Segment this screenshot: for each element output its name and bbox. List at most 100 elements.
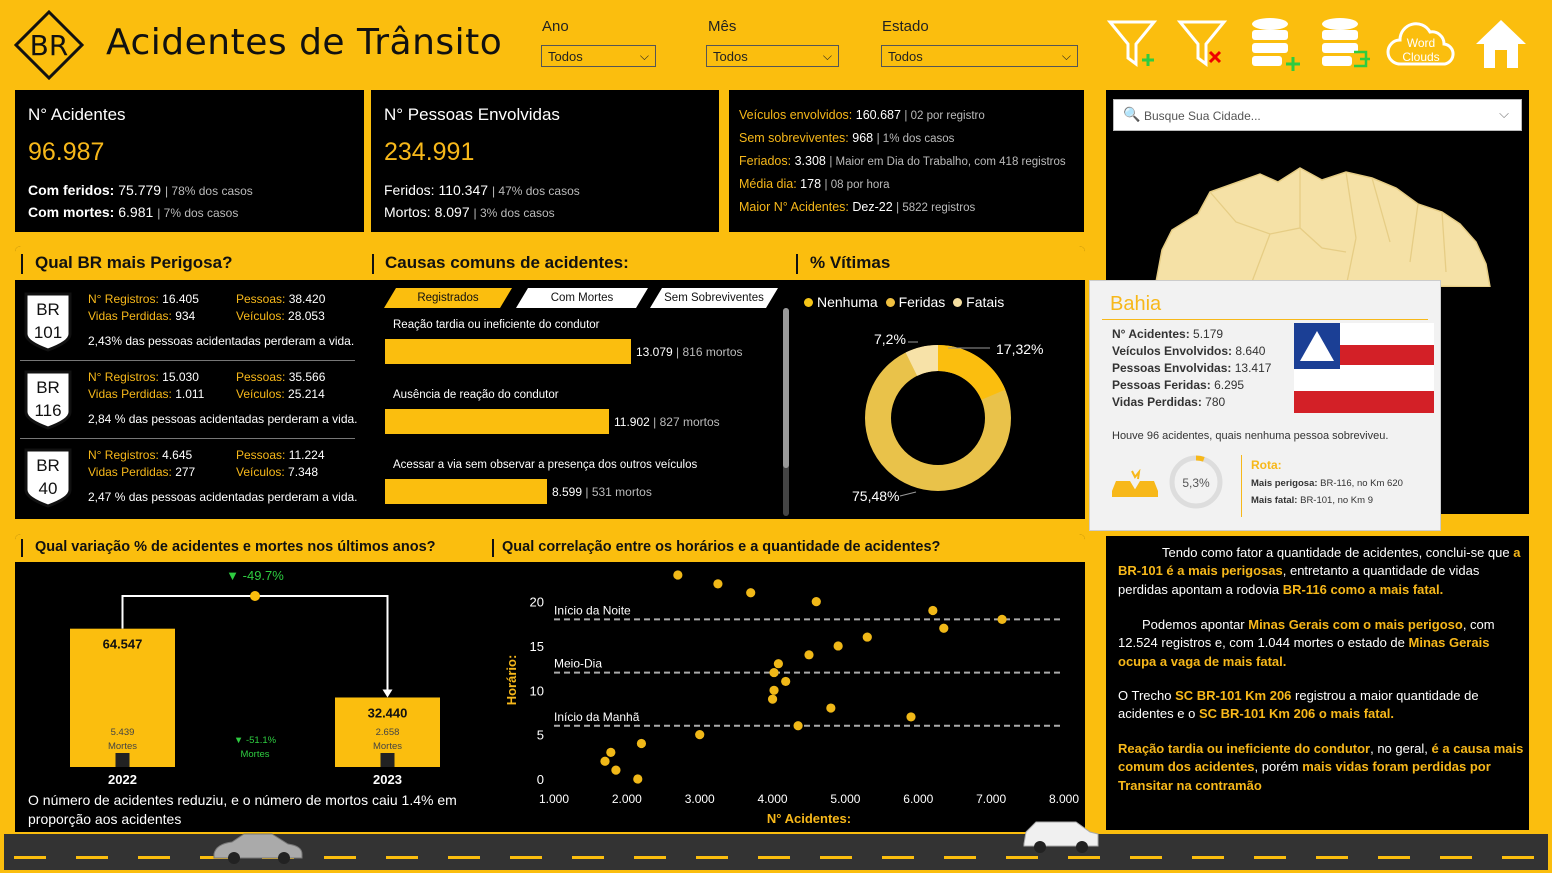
filter-ano-value: Todos <box>548 49 583 64</box>
kpi-pessoas-feridos-value: 110.347 <box>438 182 489 198</box>
legend-nenhuma: Nenhuma <box>817 294 878 310</box>
filter-mes-value: Todos <box>713 49 748 64</box>
br-registros: N° Registros: 15.030 <box>88 370 199 384</box>
br-pessoas: Pessoas: 38.420 <box>236 292 326 306</box>
scatter-point <box>793 721 803 731</box>
kpi-pessoas-card: N° Pessoas Envolvidas 234.991 Feridos: 1… <box>371 90 719 232</box>
causa-value: 11.902 | 827 mortos <box>614 415 720 429</box>
stat-line: Média dia: 178 | 08 por hora <box>739 177 890 191</box>
brazil-map[interactable] <box>1150 152 1530 287</box>
home-icon[interactable] <box>1474 16 1528 72</box>
variacao-mortes-2022: 5.439 <box>111 727 135 738</box>
tooltip-row: N° Acidentes: 5.179 <box>1112 327 1224 341</box>
svg-text:101: 101 <box>34 323 62 342</box>
city-search-box[interactable]: 🔍 Busque Sua Cidade... ⌵ <box>1113 99 1522 131</box>
tab-sem-sobreviventes[interactable]: Sem Sobreviventes <box>650 288 778 308</box>
br-pessoas: Pessoas: 11.224 <box>236 448 325 462</box>
causa-bar[interactable] <box>385 479 547 504</box>
rota-title: Rota: <box>1251 458 1282 472</box>
rota-perigosa-label: Mais perigosa: <box>1251 478 1318 489</box>
scatter-point <box>695 730 705 740</box>
variacao-delta-mortes: ▼ -51.1% <box>234 735 277 746</box>
variacao-value-2023: 32.440 <box>368 705 408 720</box>
variacao-delta-marker <box>250 591 260 601</box>
kpi-pessoas-mortos-pct: | 3% dos casos <box>473 206 555 220</box>
kpi-pessoas-mortos-label: Mortos: <box>384 204 431 220</box>
database-add-icon[interactable] <box>1248 16 1302 72</box>
kpi-pessoas-title: N° Pessoas Envolvidas <box>384 105 560 124</box>
word-clouds-icon[interactable]: Word Clouds <box>1386 16 1456 72</box>
causa-value: 13.079 | 816 mortos <box>636 345 743 359</box>
tab-com-mortes[interactable]: Com Mortes <box>516 288 648 308</box>
br-vidas: Vidas Perdidas: 277 <box>88 465 196 479</box>
kpi-acidentes-card: N° Acidentes 96.987 Com feridos: 75.779 … <box>15 90 364 232</box>
svg-text:BR: BR <box>36 456 60 475</box>
stat-line: Veículos envolvidos: 160.687 | 02 por re… <box>739 108 985 122</box>
chevron-down-icon: ⌵ <box>1061 49 1071 63</box>
variacao-mortes-bar-2023 <box>380 753 395 767</box>
filter-label-ano: Ano <box>542 18 569 35</box>
tab-registrados[interactable]: Registrados <box>384 288 512 308</box>
variacao-caption: O número de acidentes reduziu, e o númer… <box>28 792 457 827</box>
variacao-mortes-label-2022: Mortes <box>108 741 137 752</box>
scatter-xtick: 7.000 <box>976 792 1006 806</box>
scatter-point <box>781 676 791 687</box>
kpi-feridos-label: Com feridos: <box>28 182 115 198</box>
variacao-year-2022: 2022 <box>108 772 137 787</box>
br-shield-icon: BR 40 <box>24 448 72 508</box>
scatter-point <box>928 605 938 616</box>
scatter-xtick: 3.000 <box>685 792 715 806</box>
scatter-point <box>997 614 1007 624</box>
scatter-xtick: 6.000 <box>903 792 933 806</box>
filter-ano-select[interactable]: Todos ⌵ <box>541 45 656 67</box>
filter-estado-value: Todos <box>888 49 923 64</box>
bottom-section-header <box>15 534 1085 562</box>
filter-clear-icon[interactable] <box>1176 16 1230 72</box>
word-clouds-text-1: Word <box>1407 36 1435 50</box>
scatter-xlabel: N° Acidentes: <box>767 811 851 826</box>
conclusao-p1: Tendo como fator a quantidade de acident… <box>1118 545 1521 597</box>
kpi-pessoas-mortos-value: 8.097 <box>434 204 470 220</box>
conclusao-p3: O Trecho SC BR-101 Km 206 registrou a ma… <box>1118 688 1479 722</box>
variacao-year-2023: 2023 <box>373 772 402 787</box>
br-registros: N° Registros: 4.645 <box>88 448 193 462</box>
database-export-icon[interactable] <box>1318 16 1372 72</box>
causa-bar[interactable] <box>385 409 609 434</box>
vitimas-section-title: % Vítimas <box>810 253 891 272</box>
tooltip-state-name: Bahia <box>1110 293 1162 315</box>
filter-estado-select[interactable]: Todos ⌵ <box>881 45 1078 67</box>
causas-scrollbar-thumb[interactable] <box>783 308 789 468</box>
br-pct: 2,84 % das pessoas acidentadas perderam … <box>88 412 358 426</box>
search-icon: 🔍 <box>1123 106 1141 122</box>
conclusao-p4: Reação tardia ou ineficiente do condutor… <box>1118 741 1524 793</box>
filter-add-icon[interactable] <box>1106 16 1160 72</box>
donut-slice-fatais <box>905 344 939 377</box>
correlacao-scatter-chart: Horário: 0 5 10 15 20 1.000 2.000 3.000 4.000 5.00… <box>504 570 1079 826</box>
scatter-point <box>769 685 779 695</box>
filter-mes-select[interactable]: Todos ⌵ <box>706 45 839 67</box>
kpi-feridos-value: 75.779 <box>118 182 162 198</box>
tooltip-note: Houve 96 acidentes, quais nenhuma pessoa… <box>1112 430 1389 442</box>
car-gray-icon <box>213 833 303 864</box>
car-crash-icon <box>1112 469 1158 497</box>
filter-label-mes: Mês <box>708 18 737 35</box>
scatter-point <box>939 623 949 633</box>
search-input[interactable]: Busque Sua Cidade... <box>1144 109 1261 123</box>
causa-bar[interactable] <box>385 339 631 364</box>
br-veiculos: Veículos: 28.053 <box>236 309 325 323</box>
kpi-acidentes-value: 96.987 <box>28 138 105 166</box>
scatter-point <box>826 703 836 713</box>
variacao-title: Qual variação % de acidentes e mortes no… <box>35 539 436 555</box>
br-shield-icon: BR 101 <box>24 292 72 352</box>
scatter-point <box>713 579 723 589</box>
kpi-stats-card: Veículos envolvidos: 160.687 | 02 por re… <box>729 90 1084 232</box>
svg-text:40: 40 <box>39 479 58 498</box>
scatter-xtick: 1.000 <box>539 792 569 806</box>
scatter-ref-label: Início da Manhã <box>554 710 640 724</box>
filter-label-estado: Estado <box>882 18 929 35</box>
scatter-ytick: 15 <box>530 639 544 654</box>
variacao-delta-mortes-label: Mortes <box>240 749 269 760</box>
bahia-flag-icon <box>1294 323 1434 413</box>
word-clouds-text-2: Clouds <box>1402 50 1439 64</box>
scatter-point <box>633 774 643 784</box>
